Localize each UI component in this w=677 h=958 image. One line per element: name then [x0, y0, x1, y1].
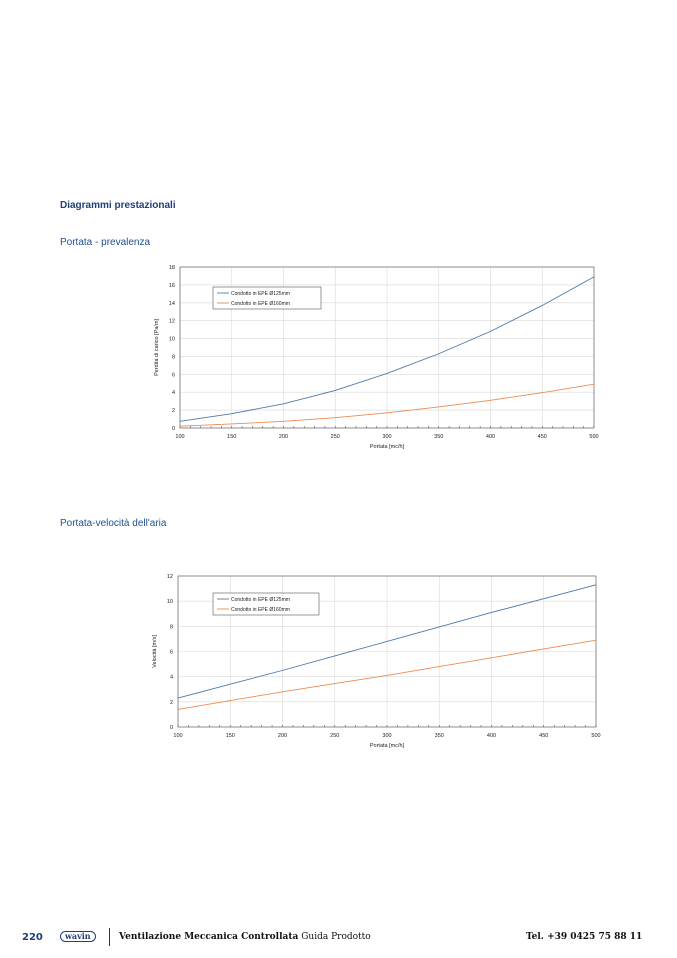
plot-area [179, 266, 595, 429]
y-tick-label: 6 [172, 372, 175, 378]
y-tick-label: 16 [169, 283, 175, 289]
series-line-160mm [177, 639, 597, 710]
legend-box [212, 286, 322, 310]
y-tick-label: 10 [169, 337, 175, 343]
chart-2-heading: Portata-velocità dell'aria [60, 518, 167, 529]
series-line-125mm [179, 276, 595, 422]
y-tick-label: 8 [170, 624, 173, 630]
y-tick-label: 8 [172, 354, 175, 360]
x-tick-label: 250 [331, 434, 340, 440]
x-tick-label: 450 [539, 733, 548, 739]
legend-box [212, 592, 320, 616]
y-tick-label: 12 [169, 319, 175, 325]
doc-subtitle: Guida Prodotto [301, 932, 371, 942]
x-tick-label: 200 [279, 434, 288, 440]
y-tick-label: 4 [172, 390, 175, 396]
footer-title: Ventilazione Meccanica Controllata Guida… [119, 932, 371, 942]
doc-title: Ventilazione Meccanica Controllata [119, 932, 299, 942]
page-number: 220 [22, 932, 43, 943]
footer: 220 wavin Ventilazione Meccanica Control… [0, 928, 677, 946]
x-axis-label: Portata [mc/h] [370, 743, 405, 749]
legend-label: Condotto in EPE Ø160mm [231, 301, 290, 307]
legend-label: Condotto in EPE Ø160mm [231, 607, 290, 613]
y-tick-label: 2 [172, 408, 175, 414]
y-axis-label: Velocità [m/s] [152, 635, 158, 668]
y-tick-label: 4 [170, 675, 173, 681]
section-title: Diagrammi prestazionali [60, 200, 176, 211]
y-tick-label: 0 [172, 426, 175, 432]
x-tick-label: 150 [226, 733, 235, 739]
x-axis-label: Portata [mc/h] [370, 444, 405, 450]
legend-label: Condotto in EPE Ø125mm [231, 597, 290, 603]
series-line-160mm [179, 383, 595, 427]
x-tick-label: 100 [175, 434, 184, 440]
plot-area [177, 575, 597, 728]
x-tick-label: 500 [591, 733, 600, 739]
x-tick-label: 250 [330, 733, 339, 739]
chart-1-heading: Portata - prevalenza [60, 237, 151, 248]
footer-divider [109, 928, 110, 946]
x-tick-label: 300 [382, 434, 391, 440]
x-tick-label: 100 [173, 733, 182, 739]
y-tick-label: 12 [167, 574, 173, 580]
y-tick-label: 2 [170, 700, 173, 706]
phone-number: Tel. +39 0425 75 88 11 [526, 932, 643, 942]
x-tick-label: 400 [486, 434, 495, 440]
y-tick-label: 10 [167, 599, 173, 605]
x-tick-label: 450 [538, 434, 547, 440]
y-axis-label: Perdita di carico [Pa/m] [154, 319, 160, 376]
x-tick-label: 350 [434, 434, 443, 440]
y-tick-label: 14 [169, 301, 175, 307]
x-tick-label: 500 [589, 434, 598, 440]
legend-label: Condotto in EPE Ø125mm [231, 291, 290, 297]
x-tick-label: 200 [278, 733, 287, 739]
series-line-125mm [177, 584, 597, 699]
x-tick-label: 350 [435, 733, 444, 739]
y-tick-label: 0 [170, 725, 173, 731]
y-tick-label: 18 [169, 265, 175, 271]
x-tick-label: 150 [227, 434, 236, 440]
wavin-logo: wavin [60, 931, 96, 942]
y-tick-label: 6 [170, 650, 173, 656]
x-tick-label: 300 [382, 733, 391, 739]
x-tick-label: 400 [487, 733, 496, 739]
